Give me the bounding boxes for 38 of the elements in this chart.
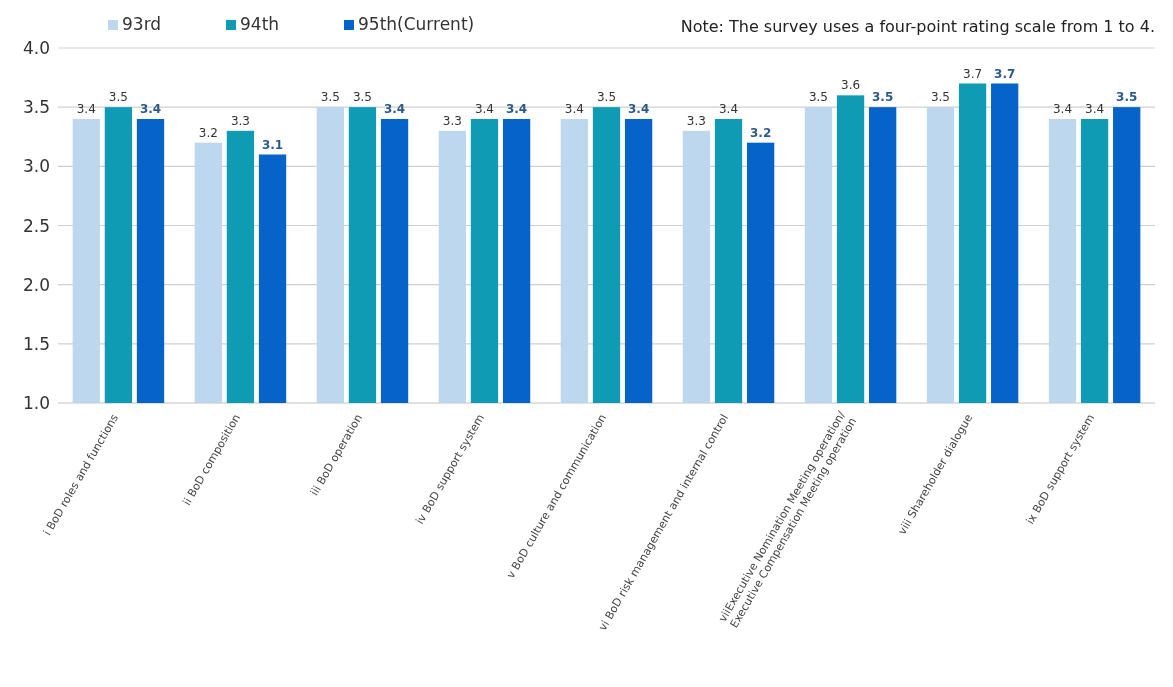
data-label: 3.5 [872, 90, 894, 105]
data-label: 3.2 [750, 125, 772, 140]
data-label: 3.1 [261, 137, 284, 152]
legend-label: 95th(Current) [358, 14, 475, 34]
data-label: 3.5 [320, 90, 340, 105]
y-tick-label: 1.0 [22, 393, 50, 413]
y-tick-label: 2.0 [22, 274, 50, 295]
text: Note: The survey uses a four-point rating scale from 1 to 4. [680, 17, 1155, 36]
data-label: 3.6 [841, 78, 861, 93]
data-label: 3.3 [686, 113, 706, 128]
data-label: 3.4 [76, 102, 96, 116]
data-label: 3.4 [564, 102, 584, 116]
y-tick-label: 3.0 [22, 156, 50, 177]
y-tick-label: 1.5 [22, 333, 50, 354]
data-label: 3.7 [994, 66, 1016, 81]
y-tick-label: 3.5 [22, 97, 50, 118]
data-label: 3.4 [139, 102, 162, 116]
data-label: 3.5 [808, 90, 828, 105]
data-label: 3.5 [1116, 90, 1138, 105]
data-label: 3.3 [230, 113, 250, 128]
data-label: 3.5 [596, 90, 617, 105]
legend-label: 94th [240, 14, 280, 34]
y-tick-label: 2.5 [22, 215, 50, 236]
data-label: 3.4 [505, 102, 528, 116]
data-label: 3.4 [383, 102, 406, 116]
data-label: 3.4 [474, 102, 495, 116]
data-label: 3.4 [627, 102, 650, 116]
data-label: 3.4 [1052, 102, 1073, 116]
data-label: 3.4 [718, 102, 739, 116]
data-label: 3.5 [352, 90, 372, 105]
data-label: 3.7 [963, 66, 983, 81]
data-label: 3.2 [198, 125, 218, 140]
data-label: 3.4 [1085, 102, 1105, 116]
data-label: 3.5 [930, 90, 951, 105]
data-label: 3.3 [442, 113, 462, 128]
data-label: 3.5 [108, 90, 128, 105]
legend-label: 93rd [122, 14, 162, 34]
y-tick-label: 4.0 [22, 38, 50, 58]
